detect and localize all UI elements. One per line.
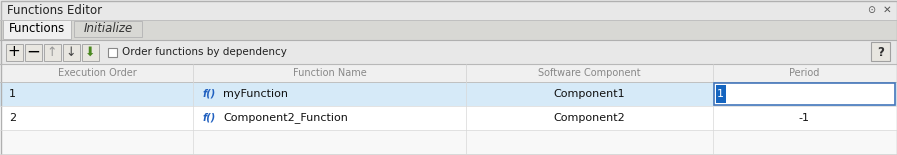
Bar bbox=[0, 64, 897, 82]
Text: Component1: Component1 bbox=[553, 89, 625, 99]
Text: Component2_Function: Component2_Function bbox=[223, 113, 348, 123]
Text: 2: 2 bbox=[9, 113, 16, 123]
Text: ⬇: ⬇ bbox=[84, 46, 95, 58]
Text: myFunction: myFunction bbox=[223, 89, 289, 99]
Text: Component2: Component2 bbox=[553, 113, 625, 123]
Text: +: + bbox=[8, 44, 21, 60]
Bar bbox=[108, 47, 117, 57]
Text: ?: ? bbox=[877, 46, 884, 58]
Bar bbox=[0, 0, 897, 20]
Bar bbox=[5, 44, 22, 60]
Text: ↑: ↑ bbox=[47, 46, 57, 58]
Text: ↓: ↓ bbox=[65, 46, 76, 58]
Text: f(): f() bbox=[203, 113, 216, 123]
Text: Functions: Functions bbox=[9, 22, 65, 35]
Bar bbox=[713, 83, 895, 105]
Text: −: − bbox=[26, 43, 40, 61]
Bar bbox=[0, 130, 897, 154]
Bar bbox=[82, 44, 99, 60]
Bar bbox=[24, 44, 41, 60]
Text: ⊙: ⊙ bbox=[867, 5, 875, 15]
Text: ✕: ✕ bbox=[883, 5, 892, 15]
Bar bbox=[716, 85, 726, 103]
Bar bbox=[0, 82, 897, 106]
Text: -1: -1 bbox=[798, 113, 810, 123]
Bar bbox=[0, 106, 897, 130]
Text: 1: 1 bbox=[717, 89, 724, 99]
Text: Order functions by dependency: Order functions by dependency bbox=[122, 47, 287, 57]
Bar bbox=[3, 20, 71, 39]
Text: Execution Order: Execution Order bbox=[57, 68, 136, 78]
Bar bbox=[63, 44, 80, 60]
Bar bbox=[871, 42, 890, 61]
Text: Period: Period bbox=[789, 68, 820, 78]
Bar bbox=[74, 21, 142, 37]
Text: Function Name: Function Name bbox=[293, 68, 367, 78]
Text: Functions Editor: Functions Editor bbox=[7, 4, 102, 16]
Bar bbox=[43, 44, 60, 60]
Text: Software Component: Software Component bbox=[538, 68, 640, 78]
Bar bbox=[0, 40, 897, 64]
Bar bbox=[0, 20, 897, 40]
Text: Initialize: Initialize bbox=[83, 22, 133, 35]
Text: 1: 1 bbox=[9, 89, 16, 99]
Text: f(): f() bbox=[203, 89, 216, 99]
